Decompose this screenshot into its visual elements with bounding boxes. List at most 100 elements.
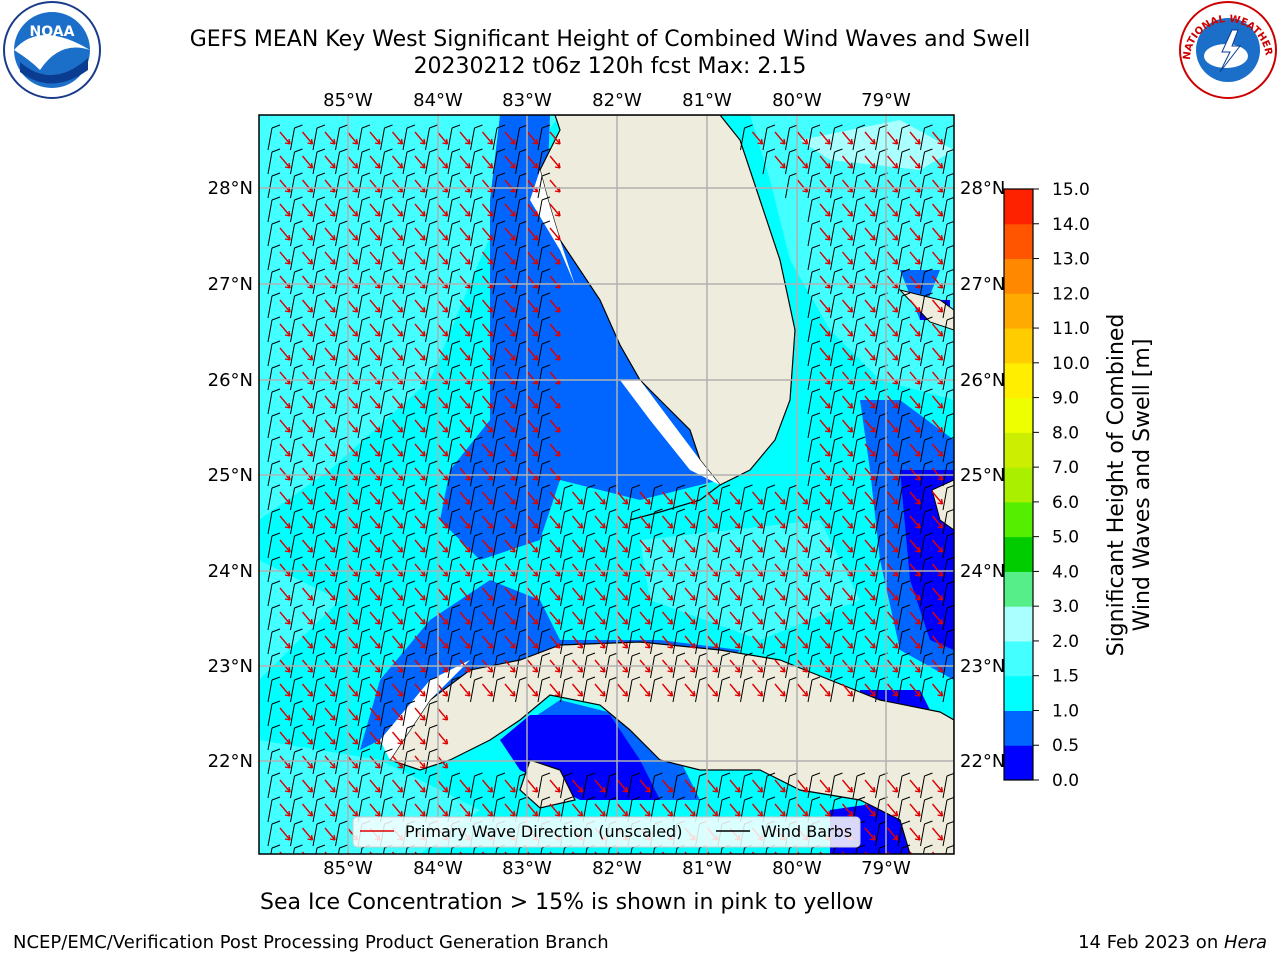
wind-barb (312, 316, 326, 343)
wave-direction-arrow (774, 587, 786, 601)
wind-barb (335, 388, 348, 415)
wind-barb (380, 244, 393, 271)
wave-direction-arrow (301, 779, 314, 793)
wind-barb (447, 124, 461, 151)
wind-barb (672, 604, 686, 631)
wave-direction-arrow (436, 251, 449, 265)
wave-direction-arrow (616, 635, 629, 649)
wind-barb (852, 532, 866, 559)
wave-direction-arrow (864, 683, 876, 697)
wind-barb (425, 700, 438, 727)
wind-barb (402, 484, 416, 511)
wind-barb (695, 604, 708, 631)
wind-barb (740, 484, 753, 511)
wind-barb (402, 748, 416, 775)
wind-barb (852, 604, 866, 631)
wind-barb (830, 508, 843, 535)
lat-label-right: 23°N (960, 656, 1005, 677)
wind-barb (312, 364, 326, 391)
wave-direction-arrow (391, 563, 404, 577)
wave-direction-arrow (481, 587, 494, 601)
wave-direction-arrow (955, 492, 965, 504)
wind-barb (357, 676, 371, 703)
wave-direction-arrow (886, 467, 899, 481)
wind-barb (627, 580, 641, 607)
wind-barb (335, 604, 348, 631)
wind-barb (717, 508, 731, 535)
wave-direction-arrow (931, 803, 944, 817)
wave-direction-arrow (819, 467, 831, 481)
wind-barb (402, 292, 416, 319)
wave-direction-arrow (346, 611, 359, 625)
wave-direction-arrow (414, 563, 426, 577)
wind-barb (762, 532, 776, 559)
wave-direction-arrow (909, 515, 921, 529)
wind-barb (470, 172, 483, 199)
wind-barb (650, 772, 663, 799)
wave-direction-arrow (796, 131, 809, 145)
wave-direction-arrow (436, 347, 449, 361)
wave-direction-arrow (931, 443, 944, 457)
wind-barb (290, 340, 303, 367)
wind-barb (807, 388, 821, 415)
wave-direction-arrow (955, 420, 965, 432)
wave-direction-arrow (279, 827, 291, 841)
wind-barb (425, 316, 438, 343)
wave-direction-arrow (751, 803, 764, 817)
lon-label-bottom: 85°W (323, 858, 373, 879)
wind-barb (290, 196, 303, 223)
wind-barb (312, 484, 326, 511)
wind-barb (447, 220, 461, 247)
wave-direction-arrow (819, 131, 831, 145)
wave-direction-arrow (796, 683, 809, 697)
wind-barb (335, 412, 348, 439)
wave-direction-arrow (909, 443, 921, 457)
wave-direction-arrow (684, 611, 696, 625)
lon-label-bottom: 81°W (682, 858, 732, 879)
wind-barb (920, 820, 933, 847)
wind-barb (470, 268, 483, 295)
wave-direction-arrow (279, 227, 291, 241)
wave-direction-arrow (436, 419, 449, 433)
wave-direction-arrow (481, 251, 494, 265)
wind-barb (807, 148, 821, 175)
wave-direction-arrow (459, 611, 471, 625)
wave-direction-arrow (864, 635, 876, 649)
wind-barb (920, 436, 933, 463)
colorbar-segment (1004, 328, 1033, 364)
wind-barb (312, 604, 326, 631)
colorbar-tick-label: 4.0 (1052, 562, 1079, 582)
wave-direction-arrow (436, 539, 449, 553)
wave-direction-arrow (324, 707, 336, 721)
wave-direction-arrow (955, 828, 965, 840)
wind-barb (357, 748, 371, 775)
wind-barb (920, 532, 933, 559)
wind-barb (290, 412, 303, 439)
wind-barb (290, 148, 303, 175)
wind-barb (267, 796, 281, 823)
wind-barb (897, 772, 911, 799)
wind-barb (717, 652, 731, 679)
wind-barb (492, 124, 506, 151)
wind-barb (380, 364, 393, 391)
wave-direction-arrow (346, 299, 359, 313)
wave-direction-arrow (774, 155, 786, 169)
wind-barb (312, 628, 326, 655)
wave-direction-arrow (841, 803, 854, 817)
wind-barb (267, 628, 281, 655)
wave-direction-arrow (504, 803, 516, 817)
wave-direction-arrow (706, 587, 719, 601)
wind-barb (807, 676, 821, 703)
wind-barb (830, 532, 843, 559)
wind-barb (515, 292, 528, 319)
wave-direction-arrow (526, 467, 539, 481)
wind-barb (315, 844, 326, 854)
wind-barb (922, 844, 933, 854)
wave-direction-arrow (414, 299, 426, 313)
wave-direction-arrow (481, 491, 494, 505)
wave-direction-arrow (301, 323, 314, 337)
wave-direction-arrow (886, 251, 899, 265)
wave-direction-arrow (684, 683, 696, 697)
wind-barb (492, 772, 506, 799)
wind-barb (785, 508, 798, 535)
